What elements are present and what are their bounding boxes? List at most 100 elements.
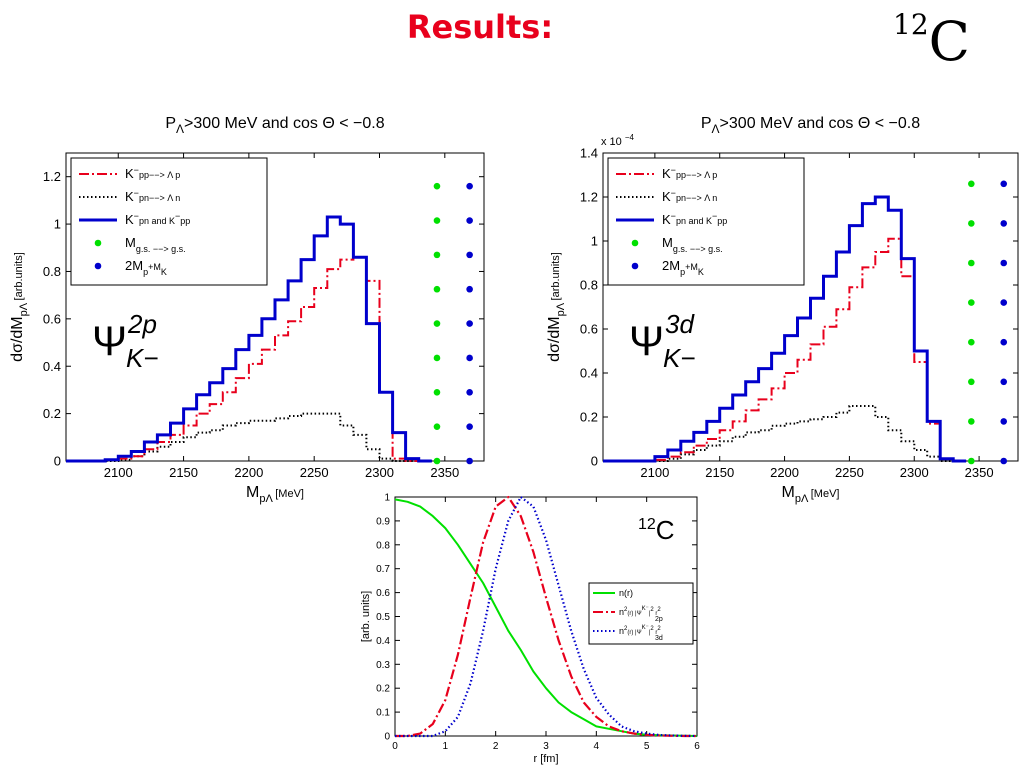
- density-legend-label-part: n(r): [619, 588, 633, 598]
- density-legend-label-part: r: [654, 611, 658, 617]
- hist1-legend-label-part: 2M: [125, 258, 143, 273]
- density-series-red: [395, 495, 697, 738]
- hist1-psi-subscript: K−: [126, 343, 159, 373]
- hist2-y-tick-label: 1.2: [580, 190, 598, 205]
- hist2-legend-swatch: [631, 262, 639, 270]
- density-legend-label-part: 2: [624, 626, 628, 632]
- hist1-y-axis-label-part: [arb.units]: [13, 252, 25, 303]
- density-y-tick-label: 1: [384, 493, 390, 504]
- hist1-plot-frame: [65, 152, 485, 462]
- density-y-axis-label: [arb. units]: [360, 591, 372, 642]
- hist1-marker-blue: [466, 285, 473, 293]
- density-y-tick-label: 0.1: [376, 708, 390, 719]
- hist1-x-axis-label-part: pΛ: [259, 493, 273, 505]
- hist2-x-tick-label: 2100: [640, 465, 669, 480]
- hist2-marker-blue: [1000, 338, 1008, 346]
- slide-title: Results:: [406, 8, 554, 46]
- density-legend-label-part: r: [654, 630, 658, 636]
- hist1-psi-annotation: Ψ: [92, 317, 127, 364]
- hist1-marker-green: [433, 354, 441, 362]
- hist2-y-axis-label-part: pΛ: [555, 302, 567, 316]
- hist2-marker-blue: [1000, 418, 1008, 425]
- hist1-legend-label-part: K: [125, 189, 134, 204]
- hist1-y-tick-label: 0.8: [43, 264, 61, 279]
- density-y-tick-label: 0.3: [376, 660, 390, 671]
- hist2-marker-blue: [1000, 180, 1008, 188]
- density-x-axis-label: r [fm]: [533, 753, 558, 765]
- hist2-series-red: [603, 237, 967, 462]
- density-y-tick-label: 0.9: [376, 516, 390, 527]
- hist1-title: PΛ>300 MeV and cos Θ < −0.8: [165, 115, 384, 136]
- hist2-marker-blue: [1000, 259, 1008, 267]
- density-legend-label-part: 2: [650, 607, 654, 613]
- hist1-legend-label-part: pp: [180, 216, 190, 226]
- hist2-legend-label-part: −: [671, 188, 676, 198]
- density-y-tick-label: 0.8: [376, 540, 390, 551]
- hist1-legend-label-part: −: [134, 188, 139, 198]
- hist2-legend-label-part: pp−−> Λ p: [676, 170, 717, 180]
- density-x-tick-label: 4: [594, 741, 600, 752]
- hist2-marker-green: [968, 180, 975, 188]
- density-x-tick-label: 2: [493, 741, 499, 752]
- density-nucleus-annotation: 12C: [638, 515, 675, 545]
- hist2-psi-superscript: 3d: [665, 309, 695, 339]
- hist2-chart: 2100 2150 2200 2250 2300 2350 0 0.2 0.4 0.6 0.8 1 1.…: [546, 115, 1019, 505]
- hist1-marker-green: [433, 182, 441, 190]
- hist1-legend-swatch: [94, 262, 102, 270]
- hist2-y-axis-label: dσ/dMpΛ [arb.units]: [546, 252, 567, 362]
- hist1-marker-green: [433, 423, 441, 430]
- hist1-y-axis-label-part: dσ/dM: [9, 316, 26, 361]
- hist2-legend-label-part: 2M: [662, 258, 680, 273]
- hist2-y-tick-label: 0.4: [580, 366, 598, 381]
- density-chart: 0 1 2 3 4 5 600.10.20.30.40.50.60.70.80.91r [f…: [360, 493, 700, 766]
- hist2-x-tick-label: 2200: [770, 465, 799, 480]
- hist1-x-tick-label: 2150: [169, 465, 198, 480]
- hist1-legend-label: K−pn and K−pp: [125, 211, 190, 227]
- hist2-marker-green: [968, 220, 975, 227]
- hist1-legend-label-part: pn−−> Λ n: [139, 193, 180, 203]
- hist1-marker-green: [433, 251, 441, 259]
- hist2-marker-blue: [1000, 457, 1008, 465]
- density-x-tick-label: 6: [694, 741, 700, 752]
- hist2-plot-frame: [602, 152, 1019, 462]
- hist2-x-tick-label: 2300: [900, 465, 929, 480]
- hist2-marker-green: [968, 259, 975, 267]
- hist2-x-tick-label: 2150: [705, 465, 734, 480]
- hist2-scale-label-part: −4: [625, 133, 635, 142]
- hist2-series-blue: [603, 195, 967, 463]
- hist1-y-tick-label: 1: [54, 217, 61, 232]
- hist1-title-part: P: [165, 115, 176, 132]
- hist1-x-tick-label: 2200: [234, 465, 263, 480]
- hist1-x-axis-label-part: M: [246, 484, 259, 501]
- density-legend-label-part: 2: [657, 607, 661, 613]
- hist2-marker-green: [968, 457, 975, 465]
- hist2-x-axis-label-part: M: [782, 484, 795, 501]
- hist2-legend-label-part: K: [662, 189, 671, 204]
- hist1-legend-label-part: K: [125, 166, 134, 181]
- hist2-y-axis-label-part: dσ/dM: [546, 316, 563, 361]
- hist1-x-axis-label: MpΛ [MeV]: [246, 484, 304, 505]
- density-nucleus-symbol: C: [656, 515, 675, 545]
- hist2-legend-label-part: pn and K: [676, 216, 712, 226]
- hist2-marker-green: [968, 299, 975, 306]
- hist1-y-tick-label: 0: [54, 454, 61, 469]
- hist2-title-part: Λ: [712, 122, 720, 136]
- hist1-legend-label-part: K: [161, 267, 167, 277]
- density-legend-label-part: (r) |Ψ: [627, 611, 641, 617]
- hist2-scale-label: x 10 −4: [601, 133, 635, 148]
- density-legend-label-part: |: [649, 611, 651, 617]
- hist1-x-tick-label: 2350: [430, 465, 459, 480]
- hist1-marker-green: [433, 320, 441, 327]
- hist2-legend-label-part: g.s. −−> g.s.: [673, 244, 723, 254]
- density-legend-label-part: K⁻: [642, 606, 649, 612]
- hist1-legend-label-part: K: [125, 212, 134, 227]
- hist1-y-tick-label: 1.2: [43, 169, 61, 184]
- hist2-marker-green: [968, 418, 975, 425]
- hist1-y-tick-label: 0.6: [43, 311, 61, 326]
- hist2-legend-label-part: K: [698, 267, 704, 277]
- hist2-legend-label: K−pn and K−pp: [662, 211, 727, 227]
- hist2-legend-label-part: −: [671, 165, 676, 175]
- hist1-chart: 2100 2150 2200 2250 2300 2350 0 0.2 0.4 0.6 0.8 1 1.…: [9, 115, 485, 505]
- hist1-marker-blue: [466, 182, 473, 190]
